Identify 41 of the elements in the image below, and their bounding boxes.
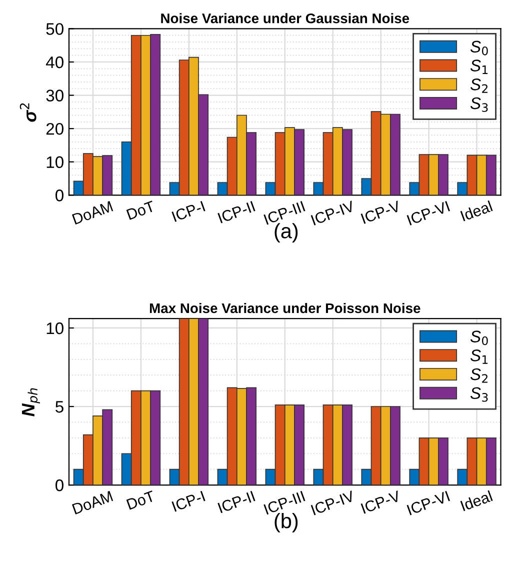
y-tick-label: 5 (56, 401, 64, 413)
y-tick-label: 0 (56, 479, 64, 492)
y-tick-label: 10 (46, 156, 64, 168)
x-tick-label: ICP-I (172, 200, 206, 222)
x-tick-label: DoAM (72, 490, 114, 515)
y-tick-label: 0 (56, 190, 64, 202)
text: (b) (274, 512, 298, 532)
x-tick-label: ICP-IV (310, 490, 356, 516)
x-tick-label: ICP-III (264, 490, 306, 515)
x-tick-label: ICP-III (264, 200, 306, 225)
y-tick-label: 30 (46, 90, 64, 102)
x-tick-label: ICP-VI (406, 490, 450, 516)
x-tick-label: Ideal (460, 490, 493, 512)
y-tick-label: 50 (46, 23, 64, 35)
legend-label: S$_{3}$ (470, 97, 488, 112)
text: (a) (274, 223, 298, 243)
y-axis-title: N$_{ph}$ (22, 388, 40, 416)
y-tick-label: 10 (46, 322, 64, 334)
x-tick-label: Ideal (460, 200, 493, 222)
chart-title: Noise Variance under Gaussian Noise (161, 13, 410, 24)
x-tick-label: ICP-II (218, 200, 256, 224)
legend-label: S$_{3}$ (470, 387, 488, 402)
x-tick-label: ICP-I (172, 490, 206, 512)
legend-label: S$_{2}$ (470, 368, 488, 383)
x-tick-label: ICP-V (360, 490, 402, 514)
x-tick-label: ICP-V (360, 200, 402, 224)
x-tick-label: ICP-IV (310, 200, 356, 226)
y-axis-title: σ$^{2}$ (20, 103, 36, 122)
legend-label: S$_{1}$ (470, 350, 488, 364)
legend-label: S$_{2}$ (470, 78, 488, 93)
x-tick-label: DoT (126, 490, 156, 510)
x-tick-label: ICP-VI (406, 200, 450, 226)
y-tick-label: 40 (46, 56, 64, 68)
legend-label: S$_{1}$ (470, 60, 488, 74)
legend-label: S$_{0}$ (470, 330, 488, 346)
x-tick-label: DoAM (72, 200, 114, 225)
legend-label: S$_{0}$ (470, 40, 488, 56)
x-tick-label: DoT (126, 200, 156, 220)
chart-title: Max Noise Variance under Poisson Noise (150, 302, 420, 314)
y-tick-label: 20 (46, 122, 64, 135)
x-tick-label: ICP-II (218, 490, 256, 514)
